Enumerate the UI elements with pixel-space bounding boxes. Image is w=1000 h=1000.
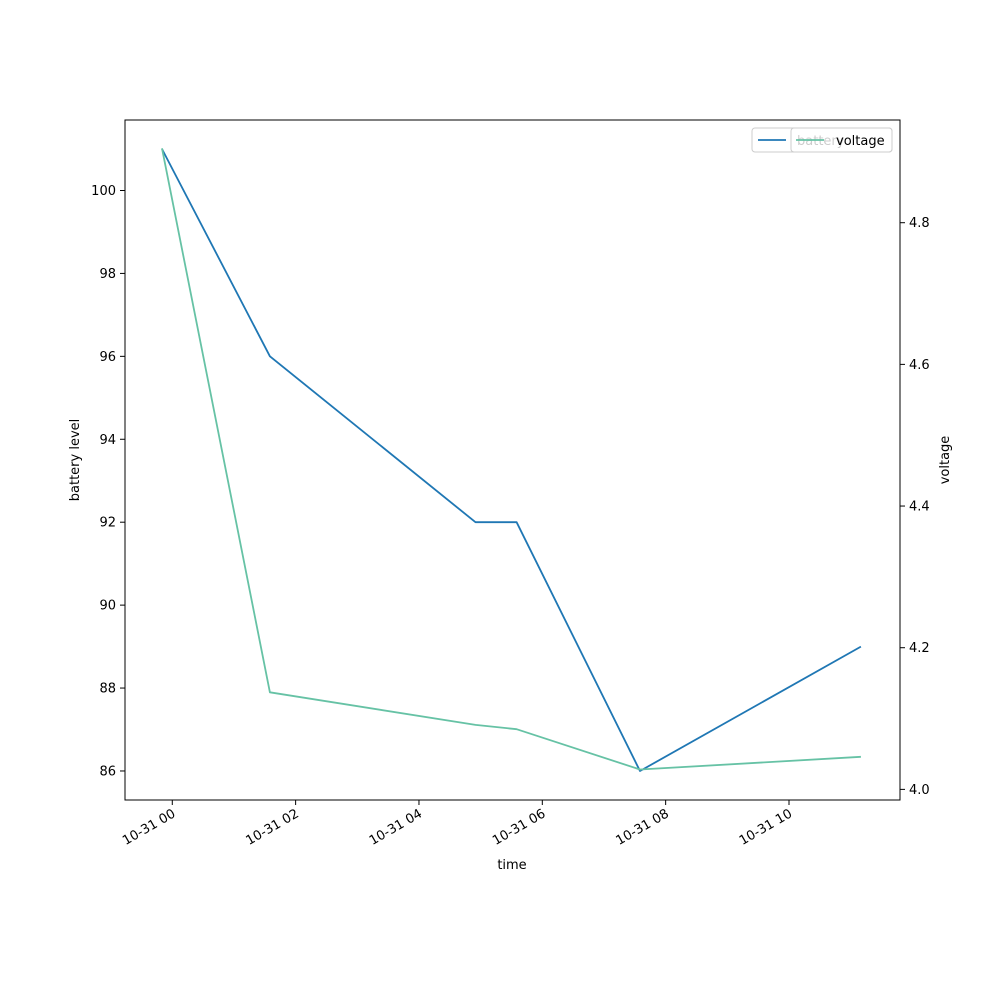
- x-tick-label: 10-31 00: [120, 806, 178, 848]
- y-tick-label-right: 4.0: [909, 783, 930, 798]
- y-axis-label-right: voltage: [938, 436, 953, 485]
- x-tick-label: 10-31 04: [367, 806, 425, 848]
- y-tick-label-left: 86: [99, 764, 116, 779]
- x-axis-label: time: [497, 858, 526, 873]
- legend: batteryvoltage: [751, 127, 893, 153]
- legend-box-right: [790, 127, 893, 153]
- y-tick-label-left: 96: [99, 350, 116, 365]
- x-tick-label: 10-31 08: [614, 806, 672, 848]
- y-axis-label-left: battery level: [68, 419, 83, 502]
- plot-area: [161, 148, 862, 772]
- y-tick-label-left: 100: [91, 184, 116, 199]
- y-tick-label-left: 92: [99, 516, 116, 531]
- x-tick-label: 10-31 02: [244, 806, 302, 848]
- y-tick-label-right: 4.8: [909, 216, 930, 231]
- y-tick-label-right: 4.2: [909, 641, 930, 656]
- y-tick-label-left: 88: [99, 682, 116, 697]
- series-line-battery: [161, 148, 862, 772]
- legend-label-voltage: voltage: [836, 134, 885, 149]
- x-tick-label: 10-31 10: [737, 806, 795, 848]
- y-tick-label-left: 98: [99, 267, 116, 282]
- y-tick-label-left: 90: [99, 599, 116, 614]
- y-tick-label-right: 4.6: [909, 358, 930, 373]
- x-tick-label: 10-31 06: [490, 806, 548, 848]
- axes: 10-31 00 10-31 02 10-31 04 10-31 06 10-31 08…: [91, 119, 930, 849]
- series-line-voltage: [161, 148, 861, 771]
- y-tick-label-right: 4.4: [909, 500, 930, 515]
- y-tick-label-left: 94: [99, 433, 116, 448]
- plot-frame: [124, 119, 901, 801]
